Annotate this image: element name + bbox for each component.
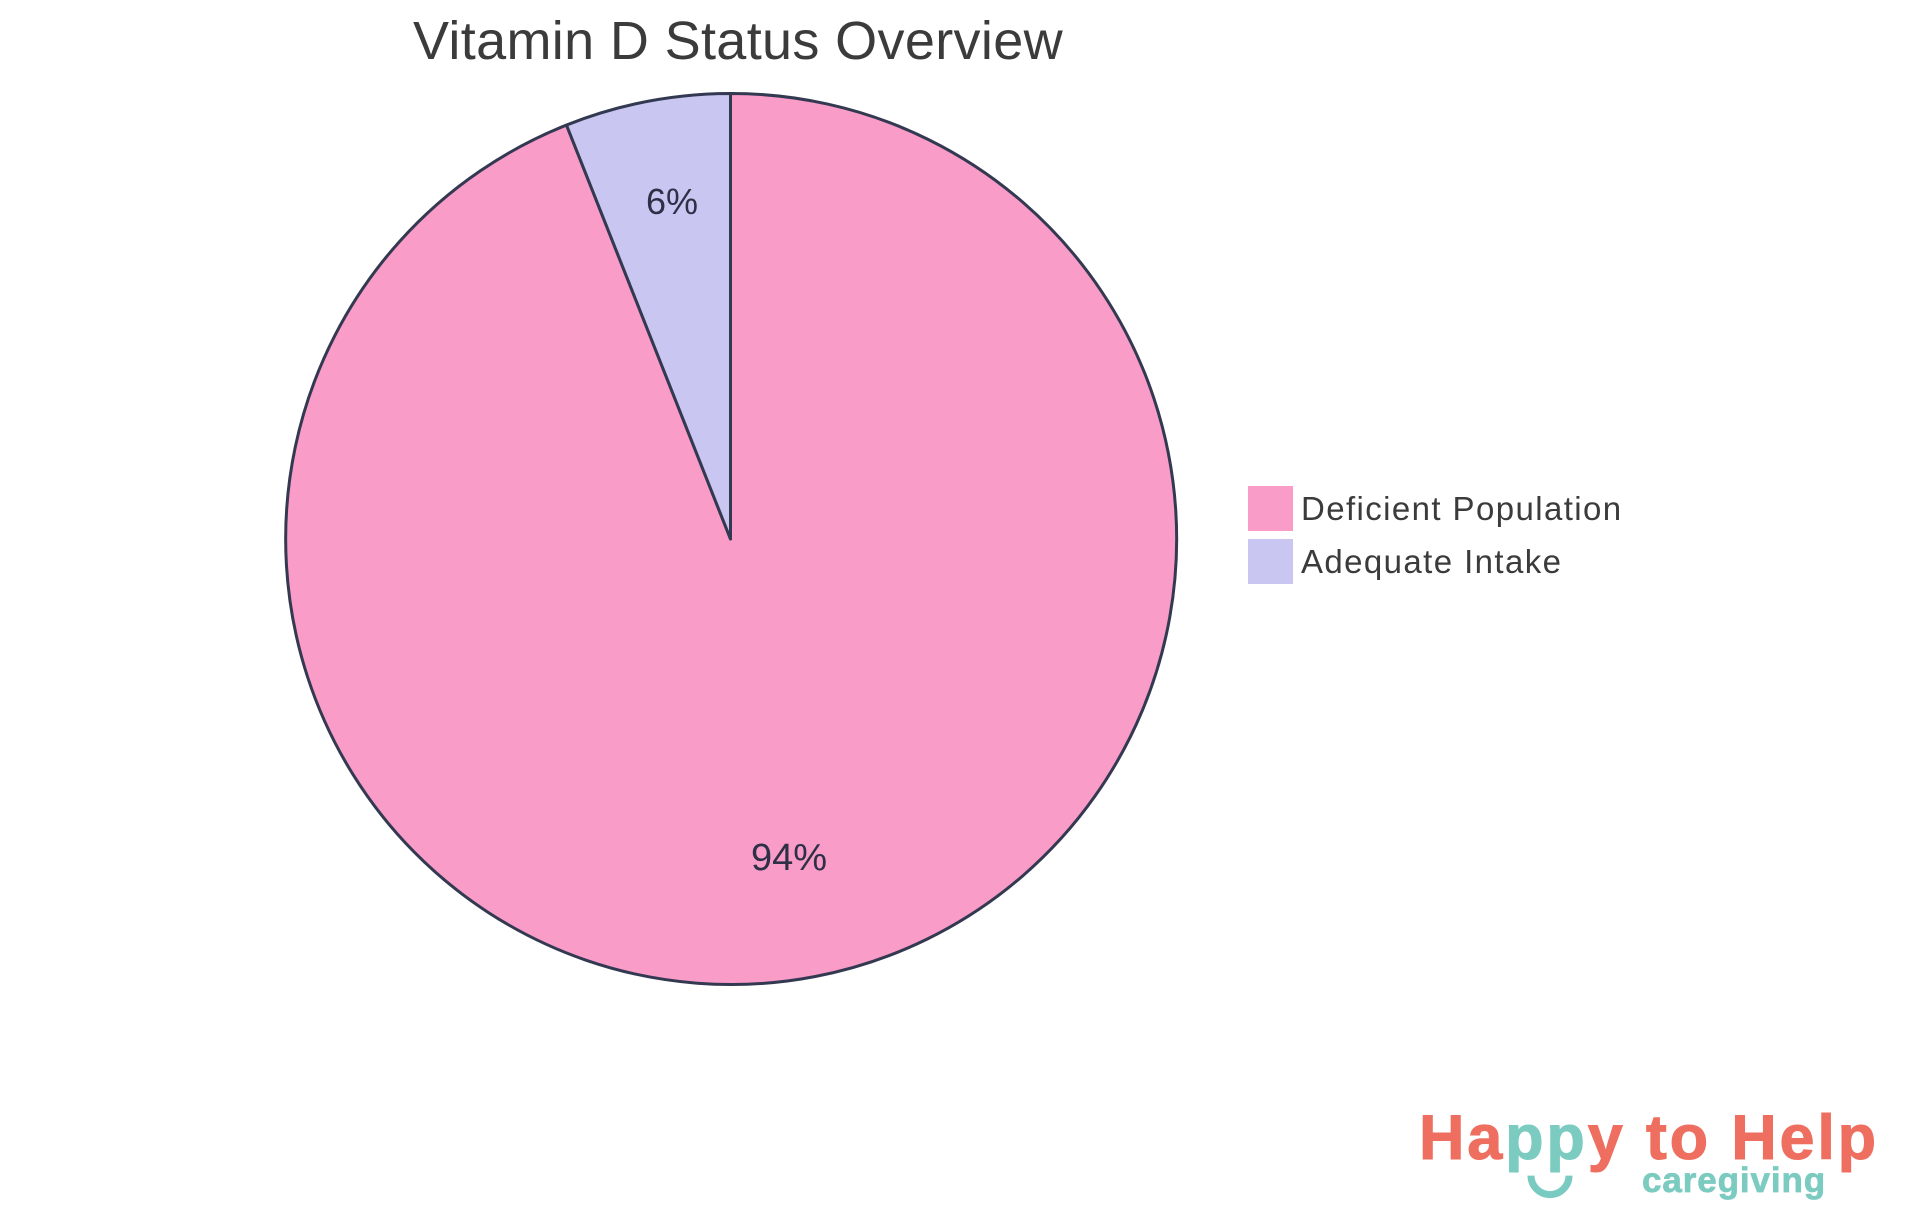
- svg-text:6%: 6%: [646, 181, 698, 222]
- svg-text:94%: 94%: [751, 837, 827, 879]
